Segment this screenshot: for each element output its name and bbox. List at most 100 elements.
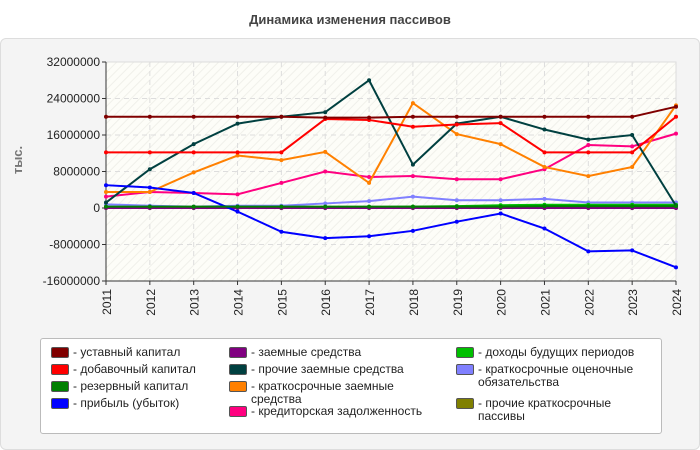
- data-point: [674, 114, 678, 119]
- legend-swatch: [51, 398, 69, 409]
- data-point: [454, 204, 459, 209]
- data-point: [104, 194, 108, 199]
- data-point: [586, 137, 591, 142]
- data-point: [630, 248, 635, 253]
- data-point: [454, 198, 459, 203]
- data-point: [410, 228, 415, 233]
- data-point: [235, 121, 240, 126]
- data-point: [235, 153, 240, 158]
- legend-swatch: [456, 398, 474, 409]
- data-point: [454, 122, 459, 127]
- data-point: [542, 127, 547, 132]
- data-point: [586, 114, 591, 119]
- x-tick-label: 2019: [451, 289, 465, 316]
- y-axis-label: тыс.: [10, 146, 25, 174]
- data-point: [498, 114, 503, 119]
- legend-label: - краткосрочные заемные средства: [251, 379, 394, 406]
- data-point: [235, 209, 240, 214]
- data-point: [630, 144, 635, 149]
- x-tick-label: 2024: [670, 289, 684, 316]
- data-point: [586, 249, 591, 254]
- data-point: [498, 198, 503, 203]
- y-tick-label: 8000000: [53, 165, 100, 179]
- legend-label: - уставный капитал: [73, 345, 181, 359]
- data-point: [191, 142, 196, 147]
- data-point: [367, 174, 372, 179]
- legend-label: - резервный капитал: [73, 379, 189, 393]
- data-point: [279, 229, 284, 234]
- legend-label: - прочие краткосрочные пассивы: [478, 396, 612, 423]
- legend: - уставный капитал - добавочный капитал - …: [40, 338, 662, 434]
- data-point: [367, 180, 372, 185]
- data-point: [498, 211, 503, 216]
- data-point: [367, 199, 372, 204]
- x-tick-label: 2021: [538, 289, 552, 316]
- y-tick-label: 16000000: [47, 128, 101, 142]
- legend-label: - доходы будущих периодов: [478, 345, 635, 359]
- legend-label: - добавочный капитал: [73, 362, 196, 376]
- x-tick-label: 2016: [319, 289, 333, 316]
- data-point: [279, 204, 284, 209]
- data-point: [542, 164, 547, 169]
- data-point: [630, 164, 635, 169]
- data-point: [674, 104, 678, 109]
- data-point: [191, 190, 196, 195]
- data-point: [498, 142, 503, 147]
- series-6: [104, 101, 678, 195]
- data-point: [410, 124, 415, 129]
- data-point: [147, 150, 152, 155]
- data-point: [147, 185, 152, 190]
- data-point: [542, 150, 547, 155]
- legend-swatch: [229, 381, 247, 392]
- data-point: [147, 167, 152, 172]
- series-3: [104, 183, 678, 270]
- y-tick-label: 0: [93, 201, 100, 215]
- legend-swatch: [456, 347, 474, 358]
- data-point: [674, 265, 678, 270]
- data-point: [630, 204, 635, 209]
- data-point: [410, 114, 415, 119]
- data-point: [410, 162, 415, 167]
- data-point: [104, 114, 108, 119]
- data-point: [323, 110, 328, 115]
- data-point: [279, 158, 284, 163]
- data-point: [235, 114, 240, 119]
- data-point: [323, 201, 328, 206]
- x-tick-label: 2023: [626, 289, 640, 316]
- legend-swatch: [51, 347, 69, 358]
- series-line: [105, 184, 677, 269]
- legend-swatch: [51, 381, 69, 392]
- data-point: [586, 204, 591, 209]
- data-point: [542, 196, 547, 201]
- data-point: [586, 150, 591, 155]
- data-point: [323, 115, 328, 120]
- series-line: [106, 115, 677, 154]
- data-point: [191, 204, 196, 209]
- chart-title: Динамика изменения пассивов: [249, 12, 451, 27]
- x-tick-label: 2012: [144, 289, 158, 316]
- data-point: [674, 204, 678, 209]
- legend-swatch: [229, 406, 247, 417]
- data-point: [323, 204, 328, 209]
- x-tick-label: 2017: [363, 289, 377, 316]
- data-point: [630, 133, 635, 137]
- data-point: [235, 192, 240, 197]
- x-tick-label: 2018: [407, 289, 421, 316]
- data-point: [279, 150, 284, 155]
- data-point: [323, 169, 328, 174]
- data-point: [586, 174, 591, 179]
- series-line: [106, 105, 677, 119]
- data-point: [542, 226, 547, 231]
- data-point: [454, 132, 459, 137]
- legend-swatch: [51, 364, 69, 375]
- data-point: [279, 114, 284, 119]
- x-tick-label: 2013: [188, 289, 202, 316]
- legend-label: - прибыль (убыток): [73, 396, 180, 410]
- data-point: [674, 131, 678, 136]
- x-tick-label: 2015: [275, 289, 289, 316]
- legend-swatch: [456, 364, 474, 375]
- data-point: [498, 177, 503, 182]
- data-point: [410, 101, 415, 106]
- legend-swatch: [229, 347, 247, 358]
